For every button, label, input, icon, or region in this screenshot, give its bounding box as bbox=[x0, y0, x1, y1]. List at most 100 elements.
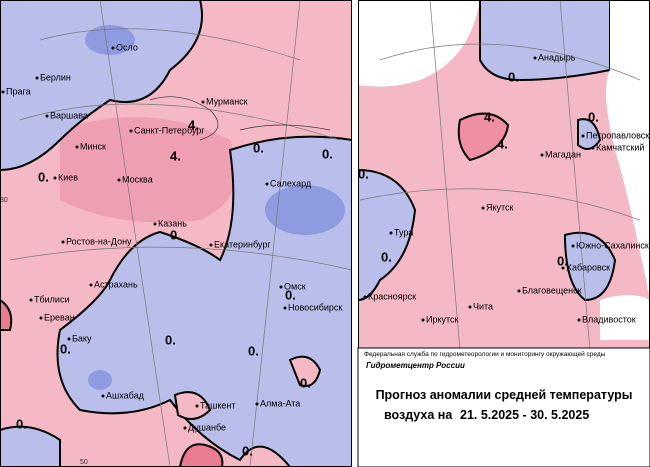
city-label: Варшава bbox=[50, 110, 88, 120]
city-label: Магадан bbox=[545, 149, 581, 159]
city-label: Омск bbox=[284, 281, 306, 291]
city-dot bbox=[53, 176, 57, 180]
city-label: Тбилиси bbox=[34, 294, 70, 304]
city-label: Салехард bbox=[270, 178, 312, 188]
city-label: Анадырь bbox=[538, 52, 576, 62]
contour-label: 0. bbox=[300, 375, 311, 390]
city-label: Москва bbox=[122, 174, 153, 184]
title-line1: Прогноз аномалии средней температуры bbox=[376, 388, 633, 402]
contour-label: 0. bbox=[285, 287, 296, 302]
city-label: Ташкент bbox=[200, 400, 235, 410]
contour-label: 0. bbox=[242, 443, 253, 458]
city-dot bbox=[591, 146, 595, 150]
city-dot bbox=[363, 295, 367, 299]
city-dot bbox=[265, 182, 269, 186]
city-label: Мурманск bbox=[206, 96, 248, 106]
city-label: Камчатский bbox=[596, 142, 644, 152]
city-label: Петропавловск bbox=[586, 130, 649, 140]
city-dot bbox=[571, 244, 575, 248]
title-line2: воздуха на bbox=[384, 408, 453, 422]
city-label: Алма-Ата bbox=[260, 398, 300, 408]
city-dot bbox=[201, 100, 205, 104]
city-label: Ашхабад bbox=[106, 390, 145, 400]
city-label: Екатеринбург bbox=[214, 239, 271, 249]
city-dot bbox=[75, 145, 79, 149]
city-label: Чита bbox=[473, 301, 493, 311]
city-label: Тура bbox=[394, 227, 413, 237]
contour-label: 4. bbox=[497, 136, 508, 151]
city-label: Ереван bbox=[44, 312, 75, 322]
grid-label: 50 bbox=[80, 459, 88, 466]
city-dot bbox=[89, 283, 93, 287]
contour-label: 0. bbox=[588, 109, 599, 124]
city-dot bbox=[61, 240, 65, 244]
city-dot bbox=[540, 153, 544, 157]
center: Гидрометцентр России bbox=[366, 361, 465, 370]
footer-box bbox=[357, 347, 650, 467]
city-label: Санкт-Петербург bbox=[134, 125, 205, 135]
city-label: Якутск bbox=[486, 202, 514, 212]
contour-label: 0. bbox=[16, 416, 27, 431]
city-label: Владивосток bbox=[582, 314, 636, 324]
city-label: Прага bbox=[6, 86, 31, 96]
city-label: Новосибирск bbox=[288, 302, 342, 312]
contour-label: 0. bbox=[358, 166, 369, 181]
city-dot bbox=[153, 222, 157, 226]
contour-label: 0. bbox=[322, 146, 333, 161]
contour-label: 4. bbox=[170, 148, 181, 163]
left-map bbox=[0, 0, 352, 467]
dates: 21. 5.2025 - 30. 5.2025 bbox=[460, 408, 589, 422]
city-dot bbox=[39, 316, 43, 320]
city-label: Благовещенск bbox=[522, 285, 582, 295]
city-dot bbox=[421, 318, 425, 322]
city-dot bbox=[255, 402, 259, 406]
city-dot bbox=[577, 318, 581, 322]
agency: Федеральная служба по гидрометеорологии … bbox=[364, 350, 606, 358]
city-label: Казань bbox=[158, 218, 187, 228]
contour-label: 0. bbox=[381, 249, 392, 264]
city-dot bbox=[533, 56, 537, 60]
city-dot bbox=[35, 76, 39, 80]
city-dot bbox=[283, 306, 287, 310]
grid-label: 30 bbox=[0, 197, 8, 204]
city-dot bbox=[209, 243, 213, 247]
city-label: Астрахань bbox=[94, 279, 138, 289]
city-dot bbox=[1, 90, 5, 94]
city-dot bbox=[129, 129, 133, 133]
city-label: Баку bbox=[72, 333, 92, 343]
city-dot bbox=[468, 305, 472, 309]
city-dot bbox=[45, 114, 49, 118]
city-dot bbox=[29, 298, 33, 302]
city-label: Иркутск bbox=[426, 314, 459, 324]
city-label: Душанбе bbox=[188, 422, 226, 432]
city-dot bbox=[279, 285, 283, 289]
city-dot bbox=[101, 394, 105, 398]
city-dot bbox=[481, 206, 485, 210]
city-dot bbox=[195, 404, 199, 408]
contour-label: 0. bbox=[508, 69, 519, 84]
city-dot bbox=[183, 426, 187, 430]
city-dot bbox=[67, 337, 71, 341]
city-label: Берлин bbox=[40, 72, 71, 82]
contour-label: 0. bbox=[170, 227, 181, 242]
contour-label: 0. bbox=[38, 169, 49, 184]
city-dot bbox=[581, 134, 585, 138]
city-label: Хабаровск bbox=[566, 262, 610, 272]
contour-label: 0. bbox=[557, 253, 568, 268]
city-label: Киев bbox=[58, 172, 78, 182]
contour-label: 4. bbox=[188, 117, 199, 132]
contour-label: 0. bbox=[165, 332, 176, 347]
city-dot bbox=[389, 231, 393, 235]
city-dot bbox=[517, 289, 521, 293]
contour-label: 0. bbox=[248, 343, 259, 358]
city-dot bbox=[561, 266, 565, 270]
city-dot bbox=[117, 178, 121, 182]
city-dot bbox=[111, 46, 115, 50]
contour-label: 0. bbox=[60, 341, 71, 356]
city-label: Ростов-на-Дону bbox=[66, 236, 132, 246]
city-label: Южно-Сахалинск bbox=[576, 240, 649, 250]
city-label: Красноярск bbox=[368, 291, 416, 301]
contour-label: 0. bbox=[253, 140, 264, 155]
contour-label: 4. bbox=[484, 109, 495, 124]
